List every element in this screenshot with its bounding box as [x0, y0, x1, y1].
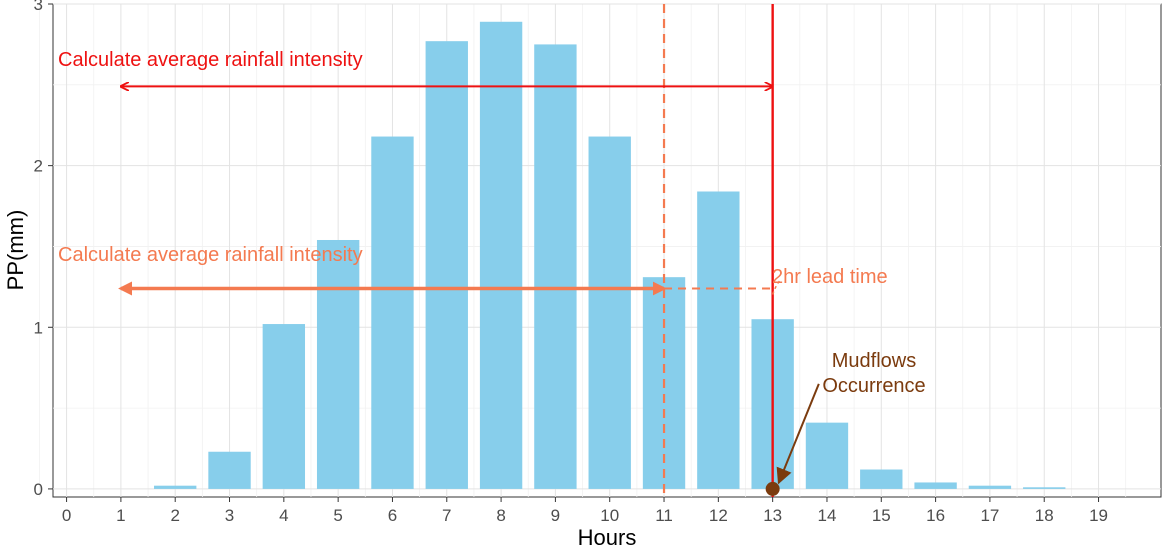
y-axis-ticks: 0 1 2 3 [34, 0, 53, 499]
x-axis-ticks: 0 1 2 3 4 5 6 7 8 9 10 11 12 13 14 15 16 17 18 19 [62, 497, 1108, 525]
x-tick-label: 3 [225, 506, 234, 525]
lead-time-brace [771, 279, 782, 295]
bar-hour-12 [697, 191, 740, 489]
bar-hour-17 [968, 485, 1012, 489]
x-tick-label: 17 [980, 506, 999, 525]
x-tick-label: 5 [333, 506, 342, 525]
x-tick-label: 10 [600, 506, 619, 525]
bar-hour-6 [371, 136, 414, 489]
x-tick-label: 14 [818, 506, 837, 525]
x-tick-label: 18 [1035, 506, 1054, 525]
bar-hour-2 [154, 485, 197, 489]
x-tick-label: 13 [763, 506, 782, 525]
x-tick-label: 12 [709, 506, 728, 525]
bar-hour-4 [262, 324, 306, 489]
annotations [118, 4, 820, 497]
orange-annotation-label: Calculate average rainfall intensity [58, 244, 363, 266]
lead-time-label: 2hr lead time [772, 266, 888, 288]
bar-hour-5 [316, 239, 360, 489]
bar-hour-10 [588, 136, 631, 489]
red-annotation-label: Calculate average rainfall intensity [58, 49, 363, 71]
x-tick-label: 6 [388, 506, 397, 525]
x-tick-label: 0 [62, 506, 71, 525]
event-point [765, 481, 780, 496]
event-label-line1: Mudflows [832, 350, 916, 372]
event-arrow [776, 383, 820, 485]
y-tick-label: 0 [34, 480, 43, 499]
event-label-line2: Occurrence [822, 375, 925, 397]
bar-hour-8 [479, 21, 523, 489]
x-tick-label: 8 [496, 506, 505, 525]
y-axis-title: PP(mm) [3, 210, 28, 291]
x-tick-label: 19 [1089, 506, 1108, 525]
y-tick-label: 2 [34, 157, 43, 176]
bar-hour-18 [1023, 487, 1066, 489]
x-tick-label: 9 [551, 506, 560, 525]
x-tick-label: 15 [872, 506, 891, 525]
bar-hour-9 [534, 44, 577, 489]
x-tick-label: 1 [116, 506, 125, 525]
x-axis-title: Hours [578, 525, 637, 550]
x-tick-label: 11 [655, 506, 673, 525]
bar-hour-16 [914, 482, 957, 489]
bar-hour-7 [425, 41, 468, 489]
x-tick-label: 4 [279, 506, 288, 525]
x-tick-label: 2 [170, 506, 179, 525]
y-tick-label: 1 [34, 318, 43, 337]
x-tick-label: 7 [442, 506, 451, 525]
bar-hour-15 [860, 469, 903, 489]
bar-hour-3 [208, 451, 251, 489]
bar-hour-14 [805, 422, 849, 489]
x-tick-label: 16 [926, 506, 945, 525]
y-tick-label: 3 [34, 0, 43, 14]
